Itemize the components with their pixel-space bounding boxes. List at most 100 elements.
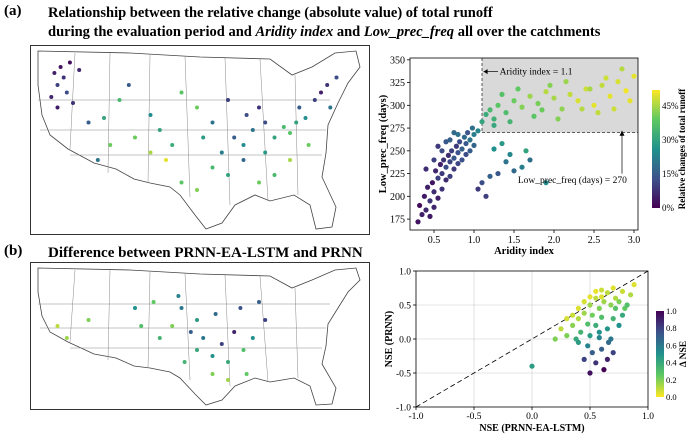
scatter-point [499, 140, 505, 147]
scatter-point [593, 295, 599, 301]
colorbar [652, 90, 660, 208]
map-point [126, 83, 131, 87]
map-point [244, 113, 249, 117]
panel-a-title-line1: Relationship between the relative change… [48, 5, 493, 21]
panel-a-label: (a) [4, 3, 22, 19]
scatter-point [499, 91, 505, 98]
scatter-point [631, 282, 637, 288]
scatter-point [535, 100, 541, 107]
scatter-point [479, 119, 485, 125]
scatter-point [447, 137, 453, 143]
scatter-point [455, 160, 461, 167]
y-tick-label: 0.5 [399, 302, 411, 312]
map-point [232, 330, 237, 334]
scatter-point [596, 305, 602, 311]
map-point [188, 330, 193, 334]
scatter-point [487, 107, 493, 113]
scatter-point [495, 102, 501, 108]
map-point [55, 83, 60, 87]
scatter-point [595, 110, 601, 116]
scatter-point [599, 294, 605, 300]
scatter-point [479, 180, 485, 186]
map-point [157, 128, 162, 132]
map-point [250, 336, 255, 340]
map-point [71, 101, 75, 105]
scatter-point [515, 86, 521, 92]
y-tick-label: 300 [390, 101, 405, 112]
map-point [288, 131, 292, 135]
map-point [148, 150, 153, 155]
colorbar [656, 311, 664, 397]
scatter-point [435, 195, 441, 201]
y-axis-label: Low_prec_freq (days) [378, 94, 389, 193]
scatter-point [587, 302, 593, 308]
x-tick-label: 1.5 [508, 235, 521, 246]
scatter-point [447, 173, 453, 179]
scatter-point [451, 155, 457, 161]
map-point [257, 105, 261, 110]
scatter-point [519, 164, 525, 170]
scatter-point [507, 151, 513, 158]
colorbar-tick-label: 0.6 [666, 340, 677, 350]
scatter-point [453, 143, 459, 149]
map-point [151, 300, 156, 304]
arrow-head-icon [483, 69, 488, 75]
annotation-aridity: Aridity index = 1.1 [500, 68, 573, 78]
y-tick-label: 350 [390, 55, 405, 66]
map-point [195, 318, 199, 322]
scatter-point [443, 164, 449, 170]
scatter-point [585, 321, 591, 327]
scatter-point [529, 363, 535, 369]
scatter-point [578, 329, 584, 335]
scatter-point [608, 302, 614, 308]
scatter-point [603, 75, 609, 81]
map-point [201, 336, 206, 340]
map-point [201, 135, 206, 140]
map-point [219, 342, 224, 346]
plot-frame [409, 57, 639, 231]
scatter-point [423, 166, 429, 172]
scatter-point [624, 302, 630, 308]
scatter-point [631, 73, 637, 79]
scatter-point [593, 288, 599, 294]
colorbar-tick-label: 0.4 [666, 358, 677, 368]
map-point [170, 143, 175, 147]
x-tick-label: 0.5 [584, 412, 596, 422]
map-point [195, 188, 199, 192]
x-tick-label: 0.0 [526, 412, 538, 422]
y-tick-label: 0.0 [399, 336, 411, 346]
colorbar-tick-label: 0.8 [666, 323, 677, 333]
map-point [133, 306, 137, 310]
scatter-point [619, 288, 626, 294]
map-point [294, 120, 299, 125]
scatter-point [599, 82, 605, 88]
x-tick-label: 2.0 [548, 235, 561, 246]
map-point [157, 336, 162, 340]
y-tick-label: -0.5 [396, 370, 411, 380]
y-tick-label: 225 [390, 169, 405, 180]
scatter-point [431, 157, 437, 163]
map-point [133, 135, 137, 140]
map-point [319, 90, 323, 95]
scatter-point [429, 180, 435, 186]
x-tick-label: 1.0 [468, 235, 481, 246]
scatter-point [543, 180, 549, 186]
scatter-point [431, 204, 437, 210]
scatter-point [543, 89, 549, 95]
map-a-usa-outline [37, 50, 361, 230]
map-point [303, 116, 308, 120]
scatter-point [507, 119, 513, 125]
arrow-head-icon [619, 130, 625, 136]
map-a [30, 45, 370, 235]
map-point [306, 143, 311, 147]
map-point [210, 165, 215, 170]
x-axis-label: Aridity index [494, 246, 555, 257]
map-point [241, 158, 246, 162]
scatter-point [439, 170, 445, 177]
map-point [238, 306, 243, 310]
scatter-point [483, 193, 489, 199]
scatter-point [607, 93, 613, 99]
scatter-point [599, 287, 605, 293]
scatter-point [475, 186, 481, 192]
x-tick-label: 0.5 [428, 235, 441, 246]
